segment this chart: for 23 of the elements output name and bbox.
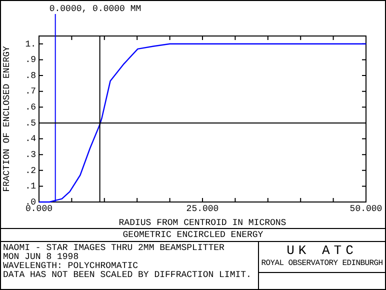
y-tick-label: .1: [25, 182, 36, 192]
text: MON JUN 8 1998: [3, 252, 80, 262]
x-tick-label: 0.000: [25, 204, 53, 214]
text: WAVELENGTH: POLYCHROMATIC: [3, 261, 140, 271]
x-axis-title: RADIUS FROM CENTROID IN MICRONS: [118, 218, 286, 228]
x-tick-label: 50.000: [350, 204, 382, 214]
y-tick-label: .3: [25, 150, 36, 160]
text: DATA HAS NOT BEEN SCALED BY DIFFRACTION LIMIT.: [3, 270, 252, 280]
text: ROYAL OBSERVATORY EDINBURGH: [260, 259, 384, 269]
y-tick-label: .5: [25, 118, 36, 128]
y-tick-label: .9: [25, 55, 36, 66]
y-axis-title: FRACTION OF ENCLOSED ENERGY: [2, 45, 12, 192]
text: UK ATC: [286, 243, 358, 259]
y-tick-label: .4: [25, 134, 36, 144]
y-tick-label: .7: [25, 86, 36, 97]
text: NAOMI - STAR IMAGES THRU 2MM BEAMSPLITTER: [3, 243, 226, 253]
y-tick-label: .2: [25, 166, 36, 176]
x-tick-label: 25.000: [186, 204, 219, 214]
y-tick-label: 1.: [25, 39, 36, 50]
ref-line-label: 0.0000, 0.0000 MM: [49, 4, 142, 14]
text: GEOMETRIC ENCIRCLED ENERGY: [1, 228, 385, 241]
y-tick-label: .8: [25, 70, 36, 81]
y-tick-label: .6: [25, 102, 36, 113]
